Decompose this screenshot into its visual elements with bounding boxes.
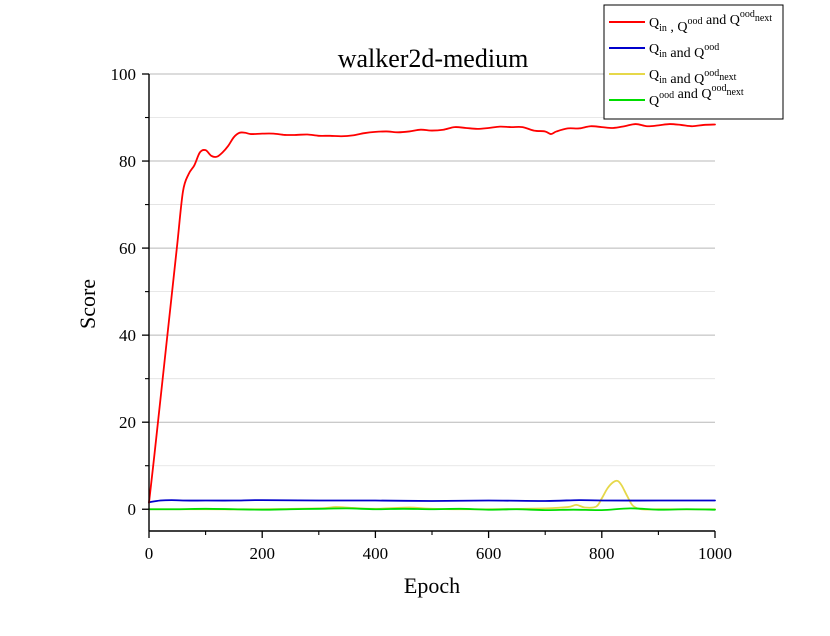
x-tick-label: 600: [476, 544, 502, 563]
series-line: [148, 479, 716, 511]
grid-lines: [149, 73, 715, 467]
y-axis-label: Score: [75, 279, 100, 329]
ticks: 0 200 400 600 800 1000 0 20 40 60 80 100: [111, 65, 733, 563]
x-tick-label: 1000: [698, 544, 732, 563]
chart-title: walker2d-medium: [338, 44, 529, 73]
y-tick-label: 100: [111, 65, 137, 84]
legend: Qin , Qood and Qoodnext Qin and Qood Qin a…: [603, 4, 784, 120]
y-tick-label: 20: [119, 413, 136, 432]
legend-entry: Qin , Qood and Qoodnext: [649, 9, 772, 35]
y-tick-label: 0: [128, 500, 137, 519]
series-line: [148, 499, 716, 504]
legend-entry: Qin and Qoodnext: [649, 68, 737, 87]
axes: [148, 74, 715, 532]
x-tick-label: 800: [589, 544, 615, 563]
x-axis-label: Epoch: [404, 573, 460, 598]
x-tick-label: 200: [249, 544, 275, 563]
legend-entry: Qin and Qood: [649, 42, 719, 61]
series-lines: [148, 123, 716, 512]
y-tick-label: 80: [119, 152, 136, 171]
x-tick-label: 400: [363, 544, 389, 563]
legend-entry: Qood and Qoodnext: [649, 83, 744, 109]
y-tick-label: 40: [119, 326, 136, 345]
x-tick-label: 0: [145, 544, 154, 563]
series-line: [148, 123, 716, 504]
y-tick-label: 60: [119, 239, 136, 258]
series-line: [148, 507, 716, 512]
